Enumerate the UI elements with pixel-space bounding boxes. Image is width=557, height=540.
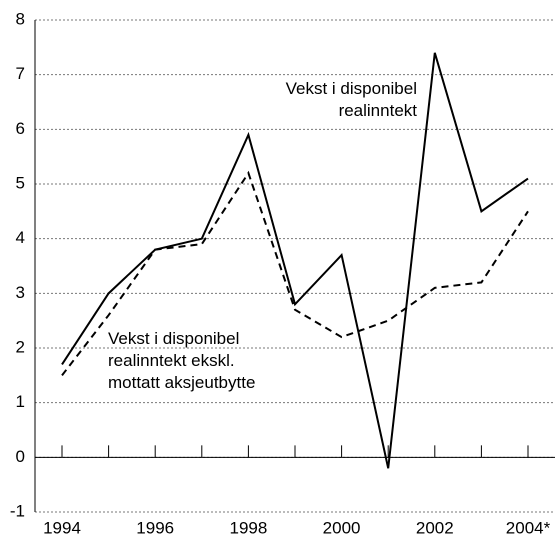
y-tick-label: 3	[16, 283, 25, 302]
series-line	[61, 52, 529, 469]
y-tick-label: 1	[16, 392, 25, 411]
y-tick-label: 5	[16, 173, 25, 192]
y-tick-label: 6	[16, 119, 25, 138]
y-tick-label: 0	[16, 447, 25, 466]
x-tick-label: 2000	[323, 518, 361, 537]
x-tick-label: 1996	[136, 518, 174, 537]
x-tick-label: 2002	[416, 518, 454, 537]
x-tick-label: 1994	[43, 518, 81, 537]
y-tick-label: 8	[16, 9, 25, 28]
y-tick-label: 4	[16, 228, 25, 247]
series-line	[61, 170, 529, 376]
x-tick-label: 1998	[229, 518, 267, 537]
series-label: Vekst i disponibel realinntekt ekskl. mo…	[108, 329, 256, 392]
y-tick-label: 7	[16, 64, 25, 83]
y-tick-label: 2	[16, 337, 25, 356]
series-label: Vekst i disponibel realinntekt	[285, 79, 417, 120]
x-tick-label: 2004*	[506, 518, 551, 537]
y-tick-label: -1	[10, 501, 25, 520]
